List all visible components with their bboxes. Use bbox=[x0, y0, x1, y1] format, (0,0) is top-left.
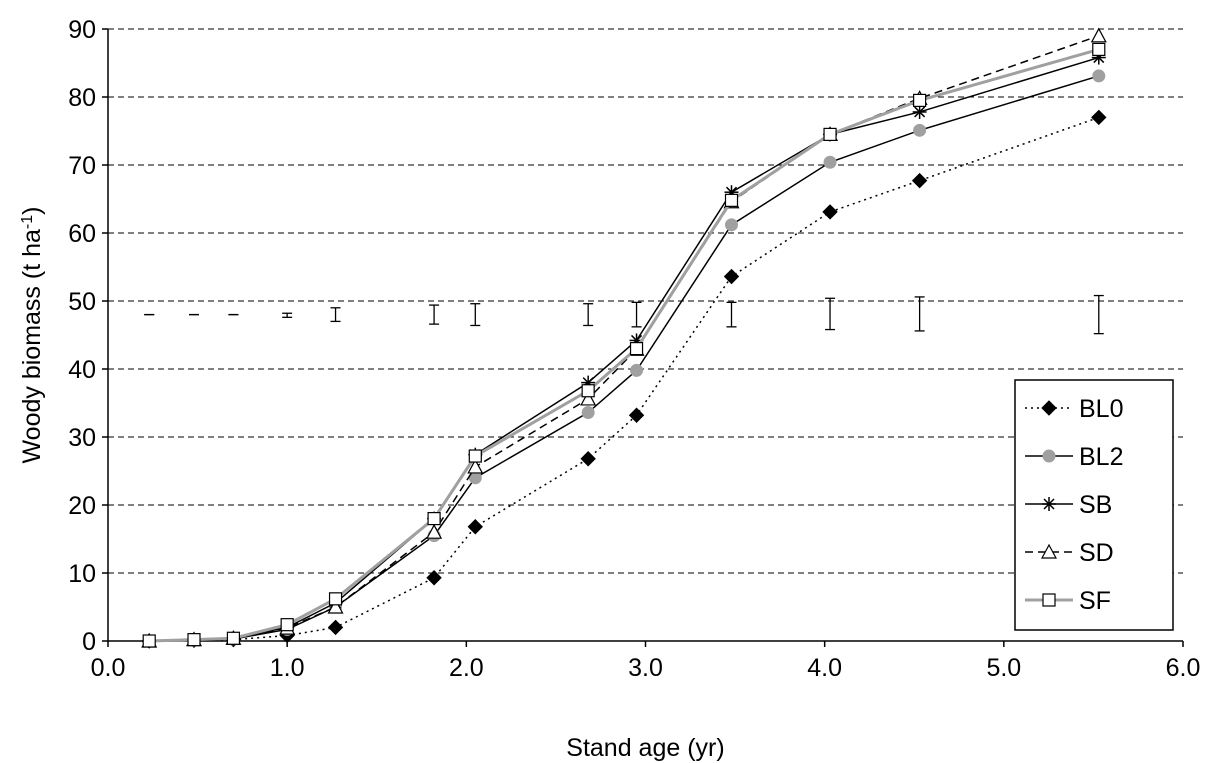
legend-label: SF bbox=[1079, 587, 1111, 615]
x-tick-label: 1.0 bbox=[270, 654, 305, 682]
data-point bbox=[1092, 42, 1106, 57]
data-point bbox=[628, 407, 645, 423]
legend-marker bbox=[1040, 543, 1058, 559]
data-point bbox=[1092, 69, 1106, 83]
data-point bbox=[823, 155, 837, 169]
y-tick-label: 60 bbox=[68, 220, 96, 248]
data-point bbox=[426, 523, 443, 539]
data-point bbox=[912, 104, 927, 119]
y-tick-label: 70 bbox=[68, 152, 96, 180]
data-point bbox=[468, 449, 482, 463]
legend-item-bl0: BL0 bbox=[1025, 395, 1123, 423]
series-sd bbox=[141, 27, 1107, 648]
y-axis-title: Woody biomass (t ha-1) bbox=[18, 207, 46, 464]
legend-marker bbox=[1042, 449, 1056, 463]
data-point bbox=[468, 471, 482, 485]
y-tick-label: 20 bbox=[68, 492, 96, 520]
series-line-sd bbox=[149, 35, 1100, 642]
error-bar bbox=[631, 301, 642, 328]
legend-marker bbox=[1042, 497, 1056, 511]
y-tick-label: 50 bbox=[68, 288, 96, 316]
data-point bbox=[823, 127, 837, 141]
x-axis-ticks: 0.0 1.0 2.0 3.0 4.0 5.0 6.0 bbox=[91, 641, 1201, 682]
data-point bbox=[142, 634, 156, 648]
data-point bbox=[580, 451, 596, 467]
legend-label: SB bbox=[1079, 491, 1112, 519]
data-point bbox=[629, 342, 644, 356]
y-tick-label: 30 bbox=[68, 424, 96, 452]
x-tick-label: 0.0 bbox=[91, 654, 126, 682]
y-tick-label: 10 bbox=[68, 560, 96, 588]
legend-label: BL2 bbox=[1079, 443, 1123, 471]
series-line-sb bbox=[149, 56, 1100, 642]
series-line-bl0 bbox=[149, 116, 1100, 642]
y-axis-title-main: Woody biomass (t ha bbox=[18, 229, 46, 463]
series-sf bbox=[142, 42, 1106, 648]
data-point bbox=[327, 598, 344, 614]
legend-label: BL0 bbox=[1079, 395, 1123, 423]
data-point bbox=[187, 633, 201, 647]
data-point bbox=[723, 268, 740, 285]
legend: BL0 BL2 SB SD SF bbox=[1014, 379, 1174, 631]
x-tick-label: 4.0 bbox=[807, 654, 842, 682]
y-axis-ticks: 0 10 20 30 40 50 60 70 80 90 bbox=[68, 16, 108, 656]
y-tick-label: 0 bbox=[82, 628, 96, 656]
y-axis-title-close: ) bbox=[18, 207, 46, 215]
data-point bbox=[467, 458, 484, 474]
data-point bbox=[580, 390, 597, 406]
data-point bbox=[467, 519, 483, 535]
error-bars bbox=[144, 294, 1104, 335]
legend-marker bbox=[1042, 593, 1056, 607]
error-bar bbox=[1093, 294, 1104, 335]
y-tick-label: 80 bbox=[68, 84, 96, 112]
data-point bbox=[427, 511, 441, 526]
legend-label: SD bbox=[1079, 539, 1114, 567]
data-point bbox=[226, 631, 241, 645]
gridlines bbox=[108, 28, 1183, 574]
series-sb bbox=[142, 50, 1106, 648]
x-tick-label: 5.0 bbox=[986, 654, 1021, 682]
data-point bbox=[327, 619, 344, 636]
data-point bbox=[822, 204, 838, 220]
y-axis-title-sup: -1 bbox=[19, 215, 36, 229]
legend-item-sb: SB bbox=[1025, 491, 1112, 519]
error-bar bbox=[583, 303, 594, 327]
data-point bbox=[1091, 109, 1107, 126]
x-tick-label: 3.0 bbox=[628, 654, 663, 682]
data-point bbox=[328, 592, 343, 606]
legend-item-sd: SD bbox=[1025, 539, 1114, 567]
y-tick-label: 40 bbox=[68, 356, 96, 384]
data-point bbox=[1090, 27, 1107, 43]
data-point bbox=[630, 363, 644, 377]
x-tick-label: 2.0 bbox=[449, 654, 484, 682]
error-bar bbox=[726, 301, 737, 328]
data-point bbox=[913, 93, 927, 108]
data-point bbox=[280, 618, 294, 632]
error-bar bbox=[330, 307, 341, 323]
error-bar bbox=[429, 304, 440, 325]
data-point bbox=[426, 570, 442, 586]
series-group bbox=[141, 27, 1107, 649]
error-bar bbox=[825, 297, 836, 331]
legend-marker bbox=[1041, 400, 1057, 416]
x-axis-title: Stand age (yr) bbox=[566, 734, 724, 762]
series-line-sf bbox=[149, 47, 1100, 643]
error-bar bbox=[470, 303, 481, 327]
legend-box bbox=[1014, 379, 1174, 631]
data-point bbox=[724, 193, 739, 207]
data-point bbox=[913, 123, 927, 137]
x-tick-label: 6.0 bbox=[1166, 654, 1201, 682]
data-point bbox=[911, 172, 928, 189]
error-bar bbox=[914, 296, 925, 332]
data-point bbox=[725, 218, 738, 232]
y-tick-label: 90 bbox=[68, 16, 96, 44]
series-bl0 bbox=[141, 109, 1107, 649]
error-bar bbox=[282, 312, 293, 318]
legend-item-sf: SF bbox=[1025, 587, 1111, 615]
data-point bbox=[581, 384, 595, 398]
data-point bbox=[581, 406, 595, 420]
legend-item-bl2: BL2 bbox=[1025, 443, 1123, 471]
